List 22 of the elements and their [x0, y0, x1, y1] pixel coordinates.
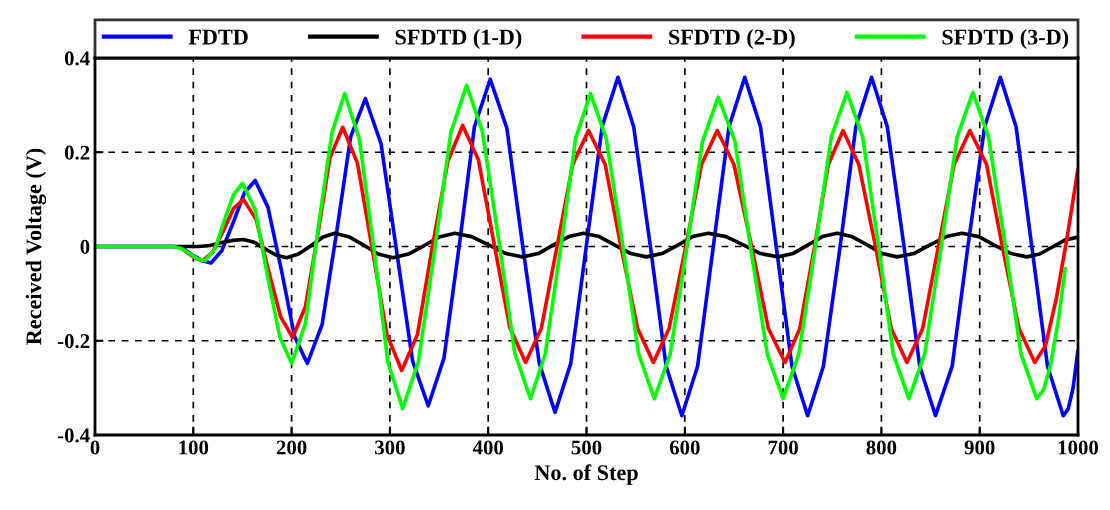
- x-tick-label: 800: [866, 440, 897, 455]
- y-axis-title: Received Voltage (V): [25, 148, 47, 345]
- x-tick-label: 0: [90, 440, 100, 455]
- y-tick-label: -0.4: [57, 428, 90, 443]
- x-tick-label: 1000: [1058, 440, 1099, 455]
- y-tick-label: 0.2: [64, 145, 90, 160]
- x-tick-label: 500: [571, 440, 602, 455]
- x-tick-label: 700: [768, 440, 798, 455]
- y-tick-label: -0.2: [57, 334, 90, 349]
- legend-label: SFDTD (1-D): [395, 28, 522, 50]
- y-tick-label: 0: [80, 239, 90, 254]
- legend-label: FDTD: [188, 29, 248, 45]
- x-tick-label: 200: [276, 440, 307, 455]
- x-tick-label: 400: [472, 440, 504, 455]
- x-tick-label: 600: [669, 440, 700, 455]
- x-tick-label: 300: [375, 440, 405, 455]
- legend-label: SFDTD (3-D): [942, 28, 1069, 50]
- y-tick-label: 0.4: [64, 51, 90, 66]
- x-tick-label: 100: [179, 440, 209, 455]
- x-tick-label: 900: [964, 440, 995, 455]
- x-axis-title: No. of Step: [534, 464, 638, 485]
- legend-label: SFDTD (2-D): [669, 28, 795, 50]
